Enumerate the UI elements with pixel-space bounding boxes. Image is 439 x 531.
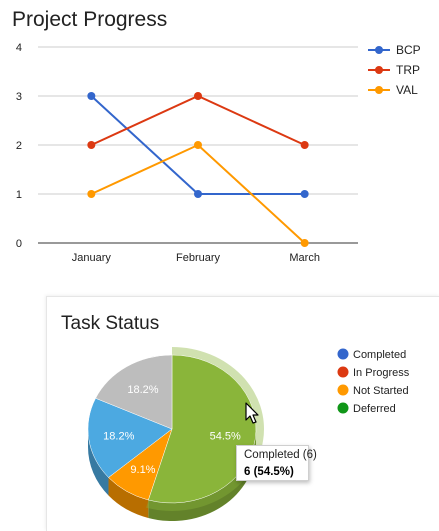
slice-percent-label: 18.2% [103,431,134,443]
series-trp [87,92,309,149]
y-tick-label: 3 [16,91,22,103]
legend-item-bcp[interactable]: BCP [368,43,421,57]
y-tick-label: 4 [16,42,22,54]
tooltip-value: 6 (54.5%) [244,466,294,478]
pie-chart-legend: Completed In Progress Not Started Deferred [337,348,410,416]
line-chart-series [87,92,309,247]
data-point[interactable] [87,190,96,198]
series-val [87,141,309,247]
data-point[interactable] [194,141,202,149]
pie-slice[interactable] [95,354,173,430]
legend-dot-icon [337,402,349,414]
legend-item-trp[interactable]: TRP [368,63,420,77]
legend-item-val[interactable]: VAL [368,83,418,97]
legend-label: BCP [396,43,421,57]
line-chart-legend: BCP TRP VAL [368,43,421,97]
legend-label: VAL [396,83,418,97]
pie-chart-title: Task Status [61,313,159,334]
y-tick-label: 0 [16,238,22,250]
pie-legend-label: In Progress [353,367,410,379]
pie-slice-completed[interactable] [148,354,257,504]
tooltip-name: Completed (6) [244,449,317,461]
data-point[interactable] [87,92,96,100]
pie-chart-body: 54.5% 9.1% 18.2% 18.2% [87,347,265,521]
slice-percent-label: 18.2% [127,384,158,396]
data-point[interactable] [194,190,202,198]
data-point[interactable] [194,92,202,100]
slice-tooltip: Completed (6) 6 (54.5%) [236,445,317,481]
pie-slice[interactable] [87,397,173,478]
legend-dot-icon [337,348,349,360]
pie-legend-label: Deferred [353,403,396,415]
pie-legend-item-completed[interactable]: Completed [337,348,407,362]
pie-slice-side [148,429,256,521]
pie-legend-item-in-progress[interactable]: In Progress [337,366,410,380]
data-point[interactable] [87,141,96,149]
line-chart: Project Progress 0 1 2 3 4 January February Ma… [12,8,421,264]
slice-percent-label: 9.1% [130,464,155,476]
mouse-pointer-icon [245,402,259,424]
line-chart-title: Project Progress [12,8,167,31]
legend-marker-icon [375,66,383,74]
x-tick-label: February [176,252,221,264]
data-point[interactable] [300,141,309,149]
data-point[interactable] [300,239,309,247]
pie-legend-item-deferred[interactable]: Deferred [337,402,396,416]
pie-chart-panel: Task Status 54.5% 9.1% 18.2% 18.2% Complete… [46,296,439,531]
legend-marker-icon [375,86,383,94]
pie-legend-label: Not Started [353,385,409,397]
series-line [90,94,306,146]
line-chart-x-axis: January February March [72,252,320,264]
legend-dot-icon [337,366,349,378]
line-chart-y-axis: 0 1 2 3 4 [16,42,22,250]
x-tick-label: January [72,252,112,264]
pie-sides [88,429,256,521]
pie-slice-side [108,477,149,519]
legend-label: TRP [396,63,420,77]
y-tick-label: 2 [16,140,22,152]
pie-legend-label: Completed [353,349,406,361]
y-tick-label: 1 [16,189,22,201]
legend-marker-icon [375,46,383,54]
pie-legend-item-not-started[interactable]: Not Started [337,384,409,398]
pie-chart: Task Status 54.5% 9.1% 18.2% 18.2% Complete… [61,313,410,521]
pie-slice-side [88,429,109,496]
slice-percent-label: 54.5% [210,431,241,443]
x-tick-label: March [289,252,320,264]
data-point[interactable] [300,190,309,198]
legend-dot-icon [337,384,349,396]
